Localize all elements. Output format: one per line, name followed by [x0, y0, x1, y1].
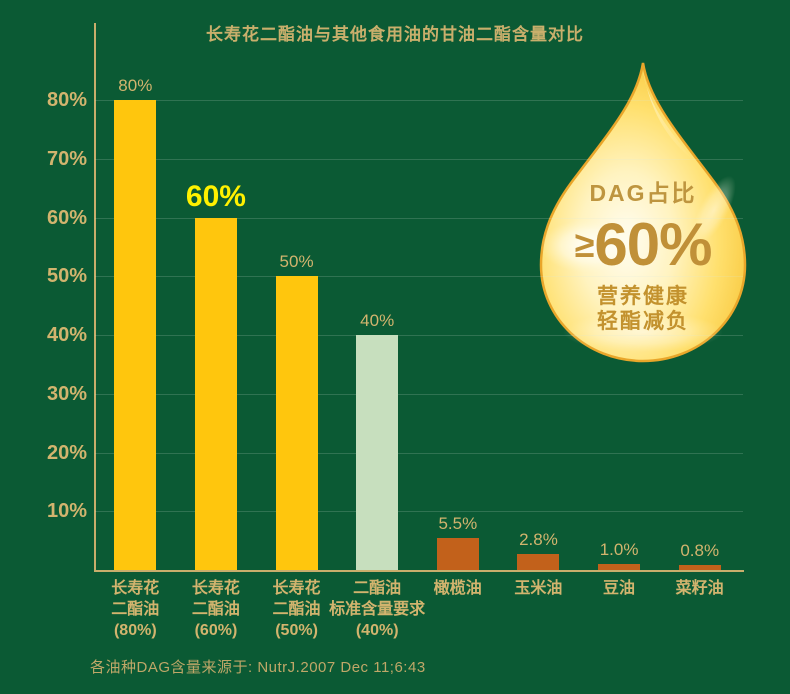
- bar-category-label: 橄榄油: [393, 578, 523, 599]
- chart-title: 长寿花二酯油与其他食用油的甘油二酯含量对比: [206, 25, 584, 44]
- category-label-line: 长寿花: [272, 580, 321, 597]
- bar-value-label: 5.5%: [438, 513, 478, 533]
- oil-droplet-graphic: [539, 62, 747, 363]
- droplet-big-value: ≥60%: [528, 210, 758, 279]
- y-axis-line: [94, 23, 96, 572]
- category-label-line: 橄榄油: [433, 580, 482, 597]
- bar-value-label: 0.8%: [680, 541, 720, 561]
- category-label-line: 二酯油: [191, 601, 240, 618]
- category-label-line: 长寿花: [111, 580, 160, 597]
- category-label-line: 二酯油: [353, 580, 402, 597]
- bar-category-label: 长寿花二酯油 (60%): [151, 578, 281, 641]
- bar-value-label: 60%: [185, 179, 246, 213]
- gridline: [95, 452, 743, 454]
- oil-droplet-badge: DAG占比 ≥60% 营养健康 轻酯减负: [528, 60, 758, 364]
- y-axis-tick-label: 10%: [46, 500, 87, 523]
- bar-value-label: 1.0%: [599, 540, 639, 560]
- category-label-line: (40%): [355, 622, 399, 639]
- bar-3: [275, 276, 318, 570]
- category-label-line: 长寿花: [191, 580, 240, 597]
- gridline: [95, 393, 743, 395]
- category-label-line: (60%): [194, 622, 238, 639]
- bar-category-label: 二酯油标准含量要求 (40%): [312, 578, 442, 641]
- gridline: [95, 100, 743, 101]
- category-label-line: 玉米油: [514, 580, 563, 597]
- gridline: [95, 276, 743, 278]
- y-axis-tick-label: 50%: [46, 265, 87, 288]
- category-label-line: 豆油: [603, 580, 636, 597]
- category-label-line: 二酯油: [272, 601, 321, 618]
- bar-2: [194, 217, 237, 570]
- y-axis-tick-label: 20%: [46, 441, 87, 464]
- category-label-line: 标准含量要求: [329, 601, 426, 618]
- bar-1: [114, 100, 157, 570]
- gridline: [95, 335, 743, 336]
- droplet-heading: DAG占比: [589, 180, 697, 206]
- droplet-percentage: 60%: [594, 211, 712, 278]
- bar-category-label: 长寿花二酯油 (50%): [232, 578, 362, 641]
- gridline: [95, 217, 743, 219]
- y-axis-tick-label: 80%: [46, 89, 87, 111]
- bar-value-label: 40%: [360, 311, 395, 330]
- bar-value-label: 80%: [118, 76, 153, 95]
- droplet-tagline-1: 营养健康: [597, 285, 689, 308]
- bar-category-label: 菜籽油: [635, 578, 765, 599]
- bar-category-label: 长寿花二酯油 (80%): [70, 578, 200, 641]
- gridline: [95, 158, 743, 160]
- category-label-line: (50%): [275, 622, 318, 639]
- bar-category-label: 玉米油: [473, 578, 603, 599]
- bar-5: [436, 537, 479, 570]
- bar-7: [598, 564, 641, 570]
- bar-value-label: 50%: [279, 252, 314, 272]
- gridline: [95, 511, 743, 513]
- y-axis-tick-label: 60%: [46, 206, 87, 229]
- category-label-line: (80%): [113, 622, 157, 639]
- droplet-tagline-2: 轻酯减负: [597, 310, 689, 333]
- bar-value-label: 2.8%: [519, 529, 558, 549]
- category-label-line: 菜籽油: [675, 580, 724, 597]
- bar-6: [517, 553, 560, 570]
- bar-category-label: 豆油: [554, 578, 684, 599]
- category-label-line: 二酯油: [111, 601, 160, 618]
- x-axis-line: [94, 570, 744, 572]
- y-axis-tick-label: 70%: [46, 147, 87, 170]
- bar-8: [678, 565, 721, 570]
- greater-equal-symbol: ≥: [574, 224, 595, 265]
- y-axis-tick-label: 30%: [46, 382, 87, 405]
- y-axis-tick-label: 40%: [46, 324, 87, 346]
- bar-4: [356, 335, 399, 570]
- source-note: 各油种DAG含量来源于: NutrJ.2007 Dec 11;6:43: [90, 659, 426, 676]
